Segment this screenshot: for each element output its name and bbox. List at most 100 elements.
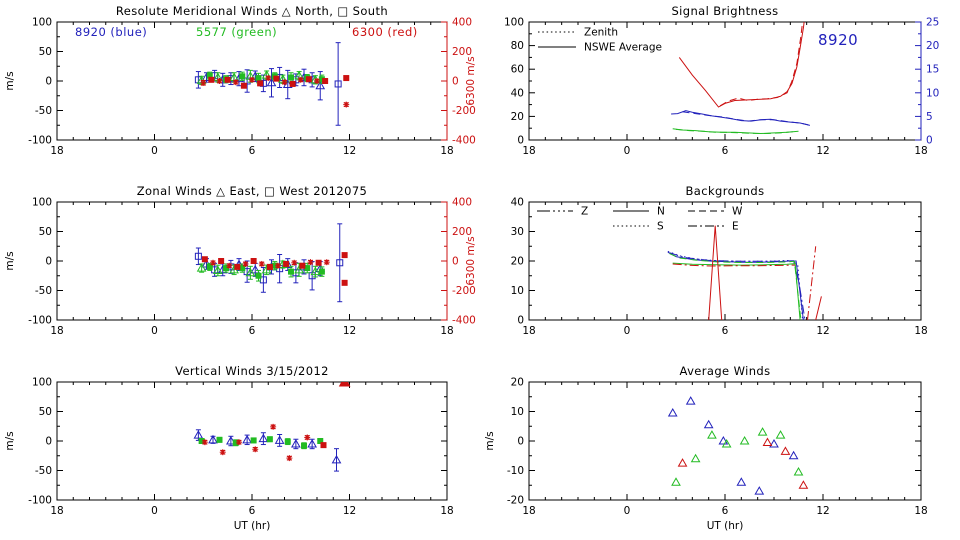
svg-text:0: 0 (517, 315, 524, 327)
svg-text:18: 18 (914, 505, 927, 517)
x-axis: 18 0 6 12 18 UT (hr) (50, 382, 454, 532)
svg-text:0: 0 (517, 436, 524, 448)
y-axis-left: -100 -50 0 50 100 m/s (4, 377, 63, 507)
x-axis: 18 0 6 12 18 (522, 22, 928, 157)
series-5577-n (672, 262, 801, 320)
series-6300-rise (807, 246, 817, 320)
average-winds-plot: 18 0 6 12 18 UT (hr) -20 -10 0 10 20 m/s (484, 377, 928, 533)
panel-title-signal-brightness: Signal Brightness (671, 4, 779, 18)
svg-text:12: 12 (343, 145, 356, 157)
svg-text:6300 m/s: 6300 m/s (465, 56, 477, 105)
svg-text:6: 6 (722, 145, 729, 157)
y-axis-right (915, 201, 921, 321)
signal-brightness-plot: 18 0 6 12 180204060801000510152025ZenithNSWE… (504, 17, 939, 158)
series-6300-rise2 (815, 296, 822, 320)
svg-text:6: 6 (249, 145, 256, 157)
svg-text:0: 0 (624, 145, 631, 157)
svg-text:5: 5 (926, 111, 933, 123)
legend: Zenith NSWE Average (538, 27, 662, 54)
svg-text:40: 40 (511, 87, 524, 99)
svg-text:Zenith: Zenith (584, 27, 618, 39)
series-8920-blue (194, 42, 342, 126)
x-axis: 18 0 6 12 18 (50, 202, 454, 337)
svg-text:18: 18 (522, 325, 535, 337)
svg-text:18: 18 (522, 145, 535, 157)
y-axis-right: 0 5 10 15 20 25 (915, 17, 939, 147)
svg-text:18: 18 (50, 505, 63, 517)
annotation-8920-blue-: 8920 (blue) (75, 25, 147, 39)
svg-text:-50: -50 (35, 105, 52, 117)
y-axis-left: -100 -50 0 50 100 m/s (4, 17, 63, 147)
svg-text:0: 0 (45, 436, 52, 448)
svg-text:20: 20 (926, 40, 939, 52)
svg-text:0: 0 (151, 325, 158, 337)
panel-title-average: Average Winds (679, 364, 771, 378)
svg-text:0: 0 (45, 76, 52, 88)
y-axis-left: 0 10 20 30 40 (511, 197, 535, 327)
series-layer (667, 396, 809, 495)
y-axis-left: 0 20 40 60 80 100 (504, 17, 535, 147)
svg-text:m/s: m/s (4, 251, 16, 270)
series-8920-blue (193, 429, 342, 472)
svg-text:0: 0 (452, 76, 459, 88)
panel-signal-brightness: Signal Brightness 18 0 6 12 18 0 20 40 60 80 100 0 5… (480, 0, 960, 180)
svg-text:20: 20 (511, 256, 524, 268)
svg-text:12: 12 (816, 325, 829, 337)
svg-text:10: 10 (926, 87, 939, 99)
zonal-winds-plot: 18 0 6 12 18-100-50050100m/s-400-20002004006… (4, 197, 477, 338)
panel-title-vertical: Vertical Winds 3/15/2012 (175, 364, 329, 378)
svg-text:400: 400 (452, 197, 472, 209)
series-6300-red (200, 75, 350, 108)
svg-text:50: 50 (39, 406, 52, 418)
svg-text:6: 6 (249, 325, 256, 337)
x-axis: 18 0 6 12 18 UT (hr) (522, 382, 928, 532)
svg-text:20: 20 (511, 377, 524, 389)
svg-text:18: 18 (440, 145, 453, 157)
annotation-5577-green-: 5577 (green) (196, 25, 277, 39)
series-6300-red (201, 252, 348, 286)
svg-text:18: 18 (50, 325, 63, 337)
svg-text:40: 40 (511, 197, 524, 209)
svg-text:-20: -20 (507, 495, 524, 507)
series-layer (194, 223, 348, 303)
svg-text:-200: -200 (452, 285, 476, 297)
panel-title-meridional: Resolute Meridional Winds △ North, □ Sou… (115, 4, 389, 18)
series-layer (667, 225, 822, 320)
series-8920-nswe (671, 110, 811, 126)
panel-zonal-winds: Zonal Winds △ East, □ West 2012075 18 0 6 1… (0, 180, 480, 360)
svg-text:30: 30 (511, 226, 524, 238)
vertical-winds-plot: 18 0 6 12 18 UT (hr) -100 -50 0 50 100 m/s (4, 377, 454, 533)
svg-text:-200: -200 (452, 105, 476, 117)
series-8920-blue (667, 396, 799, 495)
svg-text:18: 18 (914, 325, 927, 337)
svg-text:50: 50 (39, 46, 52, 58)
svg-text:0: 0 (926, 135, 933, 147)
y-axis-left: -20 -10 0 10 20 m/s (484, 377, 535, 507)
y-axis-right: -400 -200 0 200 400 6300 m/s (441, 197, 477, 327)
svg-text:-100: -100 (28, 135, 52, 147)
svg-text:18: 18 (914, 145, 927, 157)
series-layer (193, 382, 351, 472)
panel-backgrounds: Backgrounds 18 0 6 12 18 0 10 20 30 40 Z N W S E (480, 180, 960, 360)
svg-text:12: 12 (816, 505, 829, 517)
y-axis-left: -100 -50 0 50 100 m/s (4, 197, 63, 327)
annotation-6300-red-: 6300 (red) (352, 25, 418, 39)
svg-text:N: N (657, 206, 665, 218)
svg-text:80: 80 (511, 40, 524, 52)
svg-text:20: 20 (511, 111, 524, 123)
series-5577-green (198, 436, 324, 450)
svg-text:200: 200 (452, 46, 472, 58)
svg-text:0: 0 (517, 135, 524, 147)
series-layer (671, 22, 811, 135)
svg-text:-400: -400 (452, 135, 476, 147)
svg-text:100: 100 (504, 17, 524, 29)
x-axis: 18 0 6 12 18 (522, 202, 928, 337)
series-6300-red (677, 437, 809, 489)
svg-text:-100: -100 (28, 315, 52, 327)
svg-text:15: 15 (926, 64, 939, 76)
series-5577-w (669, 253, 802, 320)
series-8920-e (669, 252, 806, 320)
series-5577-green (671, 427, 804, 486)
svg-text:18: 18 (440, 325, 453, 337)
